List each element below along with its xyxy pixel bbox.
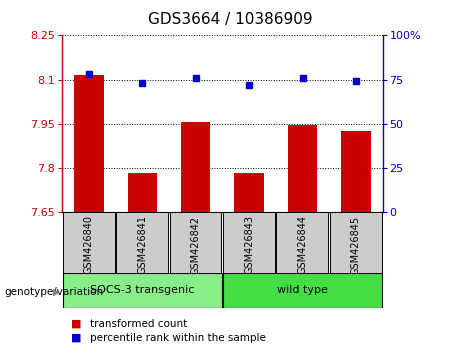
Text: GSM426845: GSM426845	[351, 215, 361, 275]
Text: percentile rank within the sample: percentile rank within the sample	[90, 333, 266, 343]
Bar	[223, 273, 382, 308]
Text: genotype/variation: genotype/variation	[5, 287, 104, 297]
Text: GSM426842: GSM426842	[191, 215, 201, 275]
Text: ■: ■	[71, 333, 82, 343]
Bar	[74, 75, 104, 212]
Text: GSM426840: GSM426840	[84, 215, 94, 274]
Bar	[181, 122, 210, 212]
Text: GDS3664 / 10386909: GDS3664 / 10386909	[148, 12, 313, 27]
Bar	[128, 173, 157, 212]
Bar	[223, 212, 275, 273]
Text: SOCS-3 transgenic: SOCS-3 transgenic	[90, 285, 195, 295]
Text: transformed count: transformed count	[90, 319, 187, 329]
Bar	[235, 173, 264, 212]
Bar	[330, 212, 382, 273]
Bar	[116, 212, 168, 273]
Bar	[170, 212, 221, 273]
Bar	[276, 212, 328, 273]
Bar	[341, 131, 371, 212]
Text: wild type: wild type	[277, 285, 328, 295]
Text: GSM426844: GSM426844	[297, 215, 307, 274]
Text: ■: ■	[71, 319, 82, 329]
Bar	[63, 273, 222, 308]
Text: GSM426841: GSM426841	[137, 215, 148, 274]
Bar	[63, 212, 115, 273]
Text: GSM426843: GSM426843	[244, 215, 254, 274]
Bar	[288, 125, 317, 212]
Text: ▶: ▶	[53, 287, 60, 297]
